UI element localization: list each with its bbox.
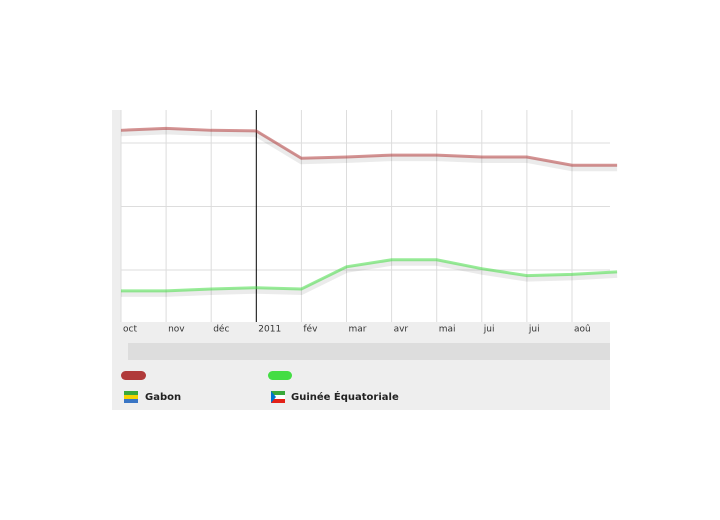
line bbox=[120, 126, 618, 167]
legend-swatch[interactable] bbox=[268, 371, 292, 380]
legend: Gabon Guinée Équatoriale bbox=[121, 371, 399, 403]
x-tick-label: aoû bbox=[574, 325, 591, 335]
legend-label[interactable]: Guinée Équatoriale bbox=[291, 390, 399, 403]
x-tick-label: mar bbox=[349, 325, 367, 335]
legend-swatch[interactable] bbox=[121, 371, 146, 380]
x-tick-label: déc bbox=[213, 324, 229, 335]
line-shadow bbox=[120, 128, 618, 172]
x-tick-label: nov bbox=[168, 325, 185, 335]
x-tick-label: oct bbox=[123, 325, 137, 335]
flag-guinee bbox=[271, 391, 285, 403]
legend-label[interactable]: Gabon bbox=[145, 392, 181, 403]
x-tick-label: jui bbox=[483, 325, 495, 335]
plot-area bbox=[121, 110, 610, 322]
x-tick-label: mai bbox=[439, 325, 456, 335]
x-tick-label: avr bbox=[394, 325, 409, 335]
x-tick-label: fév bbox=[303, 324, 318, 335]
line bbox=[121, 258, 618, 293]
x-tick-label: jui bbox=[528, 325, 540, 335]
flag-gabon bbox=[124, 391, 138, 403]
x-tick-label: 2011 bbox=[258, 325, 281, 335]
scrollbar[interactable] bbox=[128, 343, 610, 360]
line-shadow bbox=[121, 259, 618, 297]
